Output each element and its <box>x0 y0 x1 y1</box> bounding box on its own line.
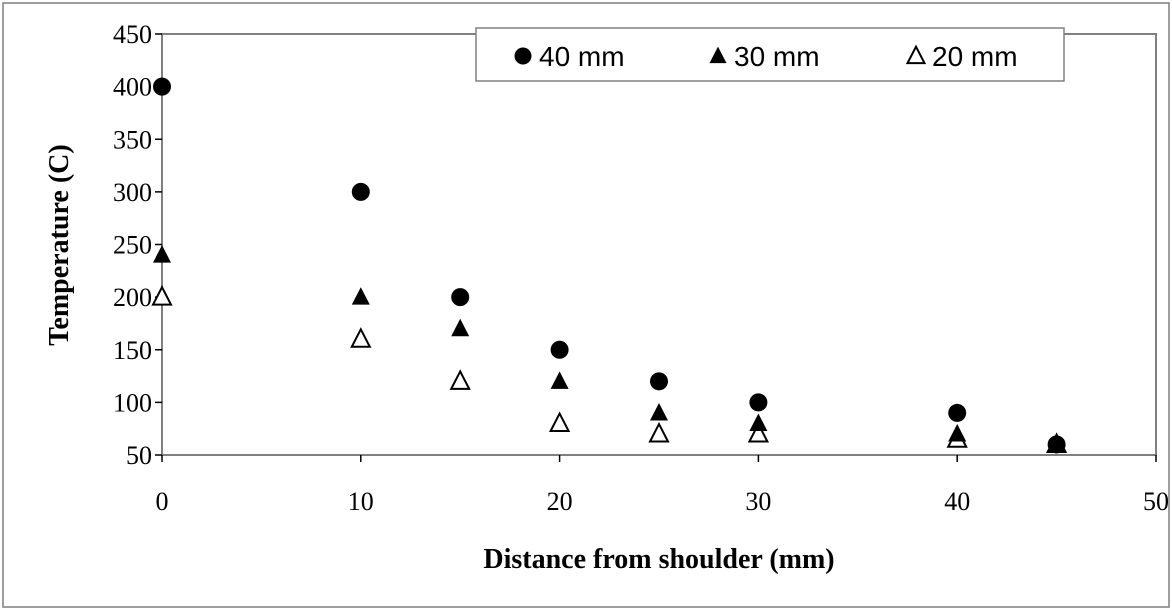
data-point <box>351 287 370 305</box>
data-point <box>351 182 370 201</box>
y-tick-label: 100 <box>113 388 152 417</box>
x-tick-label: 50 <box>1143 487 1169 516</box>
data-point <box>650 403 668 421</box>
x-tick-label: 0 <box>156 487 169 516</box>
data-point <box>350 327 372 348</box>
y-axis: 50 100 150 200 250 300 350 400 450 <box>113 20 162 470</box>
legend-label: 20 mm <box>932 41 1018 72</box>
data-point <box>650 372 668 391</box>
y-tick-label: 300 <box>113 178 152 207</box>
data-points <box>151 77 1068 454</box>
data-point <box>550 371 569 389</box>
data-point <box>548 411 571 432</box>
legend-marker <box>514 47 532 65</box>
data-point <box>451 288 470 307</box>
x-tick-label: 20 <box>547 487 573 516</box>
x-axis: 0 10 20 30 40 50 <box>156 455 1169 516</box>
data-point <box>747 421 770 443</box>
legend-box <box>475 27 1065 82</box>
legend-marker <box>709 46 727 64</box>
x-tick-label: 30 <box>745 487 771 516</box>
x-tick-label: 10 <box>348 487 374 516</box>
data-point <box>151 285 173 306</box>
data-point <box>449 369 471 390</box>
x-tick-label: 40 <box>944 487 970 516</box>
y-tick-label: 50 <box>126 441 152 470</box>
y-tick-label: 200 <box>113 283 152 312</box>
data-point <box>948 403 967 422</box>
data-point <box>648 421 670 443</box>
data-point <box>451 318 470 337</box>
legend-label: 30 mm <box>734 41 820 72</box>
data-point <box>153 77 171 96</box>
y-tick-label: 150 <box>113 336 152 365</box>
data-point <box>749 413 768 431</box>
y-tick-label: 450 <box>113 20 152 49</box>
y-axis-title: Temperature (C) <box>44 144 75 345</box>
legend-marker <box>905 44 927 65</box>
legend-label: 40 mm <box>539 41 625 72</box>
data-point <box>749 393 768 412</box>
x-axis-title: Distance from shoulder (mm) <box>483 544 834 575</box>
data-point <box>948 424 967 442</box>
data-point <box>550 340 569 359</box>
y-tick-label: 350 <box>113 125 152 154</box>
y-tick-label: 400 <box>113 73 152 102</box>
data-point <box>153 245 171 263</box>
data-point <box>1047 435 1066 454</box>
y-tick-label: 250 <box>113 231 152 260</box>
legend: 40 mm 30 mm 20 mm <box>475 27 1065 82</box>
